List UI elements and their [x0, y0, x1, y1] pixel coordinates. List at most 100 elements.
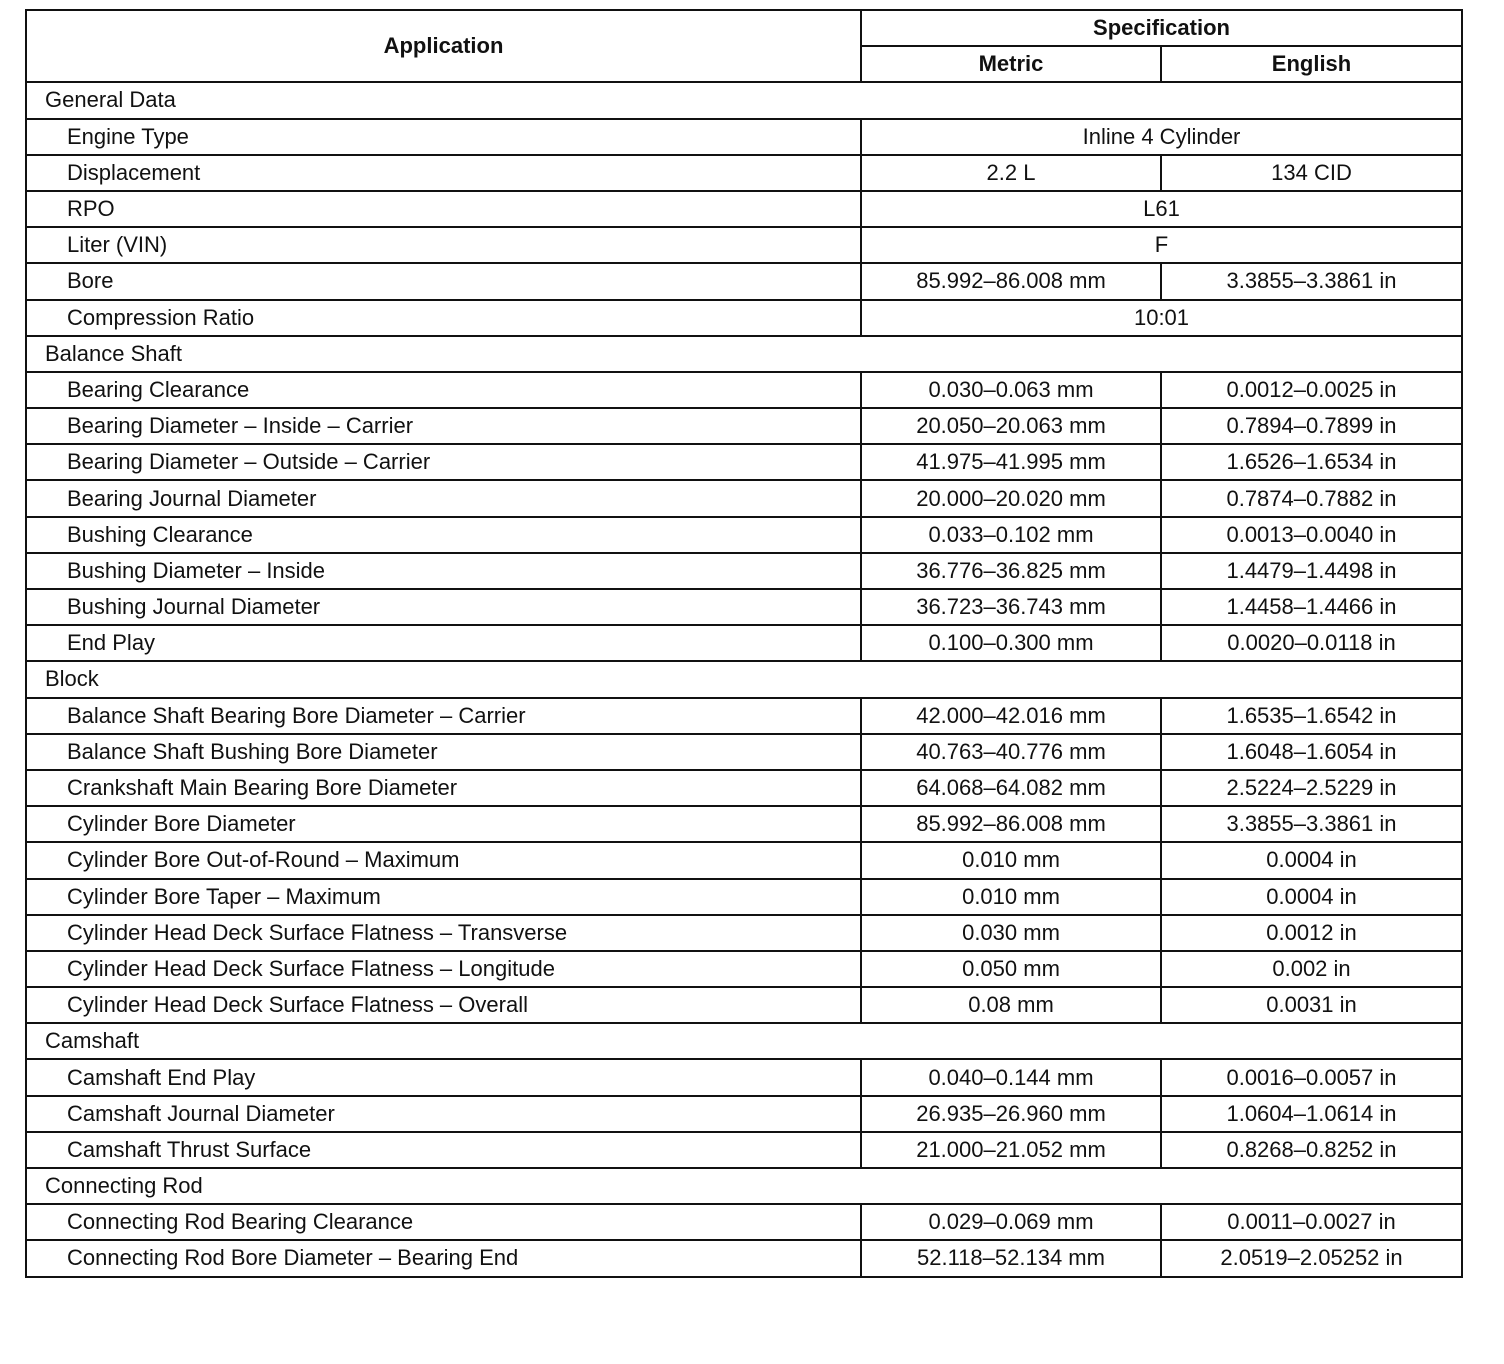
application-cell: Bushing Diameter – Inside	[25, 551, 862, 591]
metric-cell: 0.08 mm	[860, 986, 1162, 1025]
application-cell: Connecting Rod Bore Diameter – Bearing E…	[25, 1239, 862, 1278]
table-row: Compression Ratio 10:01	[25, 298, 1464, 337]
metric-cell: 0.100–0.300 mm	[860, 624, 1162, 663]
english-cell: 0.002 in	[1159, 949, 1464, 989]
metric-cell: 52.118–52.134 mm	[860, 1239, 1162, 1278]
metric-cell: 21.000–21.052 mm	[860, 1130, 1162, 1170]
english-cell: 2.5224–2.5229 in	[1159, 768, 1464, 808]
metric-cell: 42.000–42.016 mm	[860, 696, 1162, 735]
metric-cell: 0.029–0.069 mm	[860, 1203, 1162, 1242]
section-row: General Data	[24, 81, 1464, 120]
application-cell: Bore	[25, 262, 862, 301]
section-title: Connecting Rod	[24, 1166, 1464, 1206]
section-row: Connecting Rod	[24, 1166, 1464, 1206]
english-cell: 0.7894–0.7899 in	[1159, 407, 1464, 446]
application-cell: Camshaft Thrust Surface	[25, 1130, 862, 1170]
english-cell: 1.6535–1.6542 in	[1159, 696, 1464, 735]
metric-cell: 0.030–0.063 mm	[860, 370, 1162, 410]
table-row: Bore 85.992–86.008 mm 3.3855–3.3861 in	[25, 262, 1464, 301]
application-cell: Displacement	[25, 153, 862, 192]
english-cell: 0.7874–0.7882 in	[1159, 479, 1464, 518]
table-row: Bearing Diameter – Outside – Carrier 41.9…	[25, 443, 1464, 482]
table-row: Cylinder Head Deck Surface Flatness – Tr…	[25, 913, 1464, 952]
application-cell: Cylinder Bore Taper – Maximum	[25, 877, 862, 916]
table-row: Connecting Rod Bore Diameter – Bearing E…	[25, 1239, 1464, 1278]
metric-cell: 36.723–36.743 mm	[860, 587, 1162, 627]
english-cell: 0.0011–0.0027 in	[1159, 1203, 1464, 1242]
table-row: Bushing Diameter – Inside 36.776–36.825 m…	[25, 551, 1464, 591]
application-cell: Bearing Journal Diameter	[25, 479, 862, 518]
metric-cell: 85.992–86.008 mm	[860, 805, 1162, 844]
application-cell: End Play	[25, 624, 862, 663]
application-cell: Balance Shaft Bearing Bore Diameter – Ca…	[25, 696, 862, 735]
table-row: Crankshaft Main Bearing Bore Diameter 64.…	[25, 768, 1464, 808]
english-cell: 0.0004 in	[1159, 841, 1464, 880]
metric-cell: 0.030 mm	[860, 913, 1162, 952]
english-cell: 134 CID	[1159, 153, 1464, 192]
metric-cell: 26.935–26.960 mm	[860, 1094, 1162, 1133]
application-cell: Bushing Journal Diameter	[25, 587, 862, 627]
table-row: Balance Shaft Bushing Bore Diameter 40.76…	[25, 732, 1464, 771]
application-cell: Connecting Rod Bearing Clearance	[25, 1203, 862, 1242]
english-cell: 3.3855–3.3861 in	[1159, 262, 1464, 301]
application-cell: Camshaft End Play	[25, 1058, 862, 1097]
metric-cell: 0.010 mm	[860, 841, 1162, 880]
section-title: Block	[24, 660, 1464, 699]
table-row: Bearing Diameter – Inside – Carrier 20.05…	[25, 407, 1464, 446]
metric-cell: 64.068–64.082 mm	[860, 768, 1162, 808]
application-cell: Cylinder Bore Diameter	[25, 805, 862, 844]
table-row: Cylinder Head Deck Surface Flatness – Lo…	[25, 949, 1464, 989]
metric-cell: 85.992–86.008 mm	[860, 262, 1162, 301]
table-row: Bearing Clearance 0.030–0.063 mm 0.0012–0.…	[25, 370, 1464, 410]
table-row: Cylinder Bore Diameter 85.992–86.008 mm 3.…	[25, 805, 1464, 844]
header-application: Application	[25, 8, 862, 84]
table-row: Bushing Journal Diameter 36.723–36.743 mm…	[25, 587, 1464, 627]
spec-cell: Inline 4 Cylinder	[859, 117, 1464, 156]
english-cell: 0.0016–0.0057 in	[1159, 1058, 1464, 1097]
table-row: Bearing Journal Diameter 20.000–20.020 mm…	[25, 479, 1464, 518]
section-row: Balance Shaft	[24, 334, 1464, 373]
metric-cell: 0.040–0.144 mm	[860, 1058, 1162, 1097]
table-row: Camshaft Journal Diameter 26.935–26.960 m…	[25, 1094, 1464, 1133]
section-title: General Data	[24, 81, 1464, 120]
application-cell: Balance Shaft Bushing Bore Diameter	[25, 732, 862, 771]
application-cell: Crankshaft Main Bearing Bore Diameter	[25, 768, 862, 808]
application-cell: Cylinder Bore Out-of-Round – Maximum	[25, 841, 862, 880]
section-row: Camshaft	[24, 1022, 1464, 1061]
application-cell: Cylinder Head Deck Surface Flatness – Tr…	[25, 913, 862, 952]
metric-cell: 2.2 L	[860, 153, 1162, 192]
table-row: Camshaft End Play 0.040–0.144 mm 0.0016–0.…	[25, 1058, 1464, 1097]
metric-cell: 41.975–41.995 mm	[860, 443, 1162, 482]
table-row: Cylinder Head Deck Surface Flatness – Ov…	[25, 986, 1464, 1025]
section-title: Camshaft	[24, 1022, 1464, 1061]
application-cell: Bushing Clearance	[25, 515, 862, 554]
table-body: General Data Engine Type Inline 4 Cylinder…	[24, 81, 1464, 1278]
table-row: Liter (VIN) F	[25, 226, 1464, 265]
english-cell: 0.8268–0.8252 in	[1159, 1130, 1464, 1170]
application-cell: Cylinder Head Deck Surface Flatness – Ov…	[25, 986, 862, 1025]
spec-cell: 10:01	[859, 298, 1464, 337]
metric-cell: 0.033–0.102 mm	[860, 515, 1162, 554]
application-cell: Cylinder Head Deck Surface Flatness – Lo…	[25, 949, 862, 989]
table-row: Connecting Rod Bearing Clearance 0.029–0.…	[25, 1203, 1464, 1242]
header-specification: Specification	[859, 8, 1464, 48]
english-cell: 0.0004 in	[1159, 877, 1464, 916]
spec-cell: L61	[859, 189, 1464, 229]
metric-cell: 20.050–20.063 mm	[860, 407, 1162, 446]
english-cell: 1.6526–1.6534 in	[1159, 443, 1464, 482]
specifications-table: Application Specification Metric English…	[24, 8, 1464, 1278]
table-row: Displacement 2.2 L 134 CID	[25, 153, 1464, 192]
application-cell: Compression Ratio	[25, 298, 862, 337]
metric-cell: 0.050 mm	[860, 949, 1162, 989]
spec-cell: F	[859, 226, 1464, 265]
english-cell: 1.6048–1.6054 in	[1159, 732, 1464, 771]
english-cell: 3.3855–3.3861 in	[1159, 805, 1464, 844]
english-cell: 0.0020–0.0118 in	[1159, 624, 1464, 663]
table-row: Balance Shaft Bearing Bore Diameter – Ca…	[25, 696, 1464, 735]
english-cell: 1.4458–1.4466 in	[1159, 587, 1464, 627]
section-row: Block	[24, 660, 1464, 699]
metric-cell: 40.763–40.776 mm	[860, 732, 1162, 771]
metric-cell: 20.000–20.020 mm	[860, 479, 1162, 518]
english-cell: 1.4479–1.4498 in	[1159, 551, 1464, 591]
english-cell: 1.0604–1.0614 in	[1159, 1094, 1464, 1133]
